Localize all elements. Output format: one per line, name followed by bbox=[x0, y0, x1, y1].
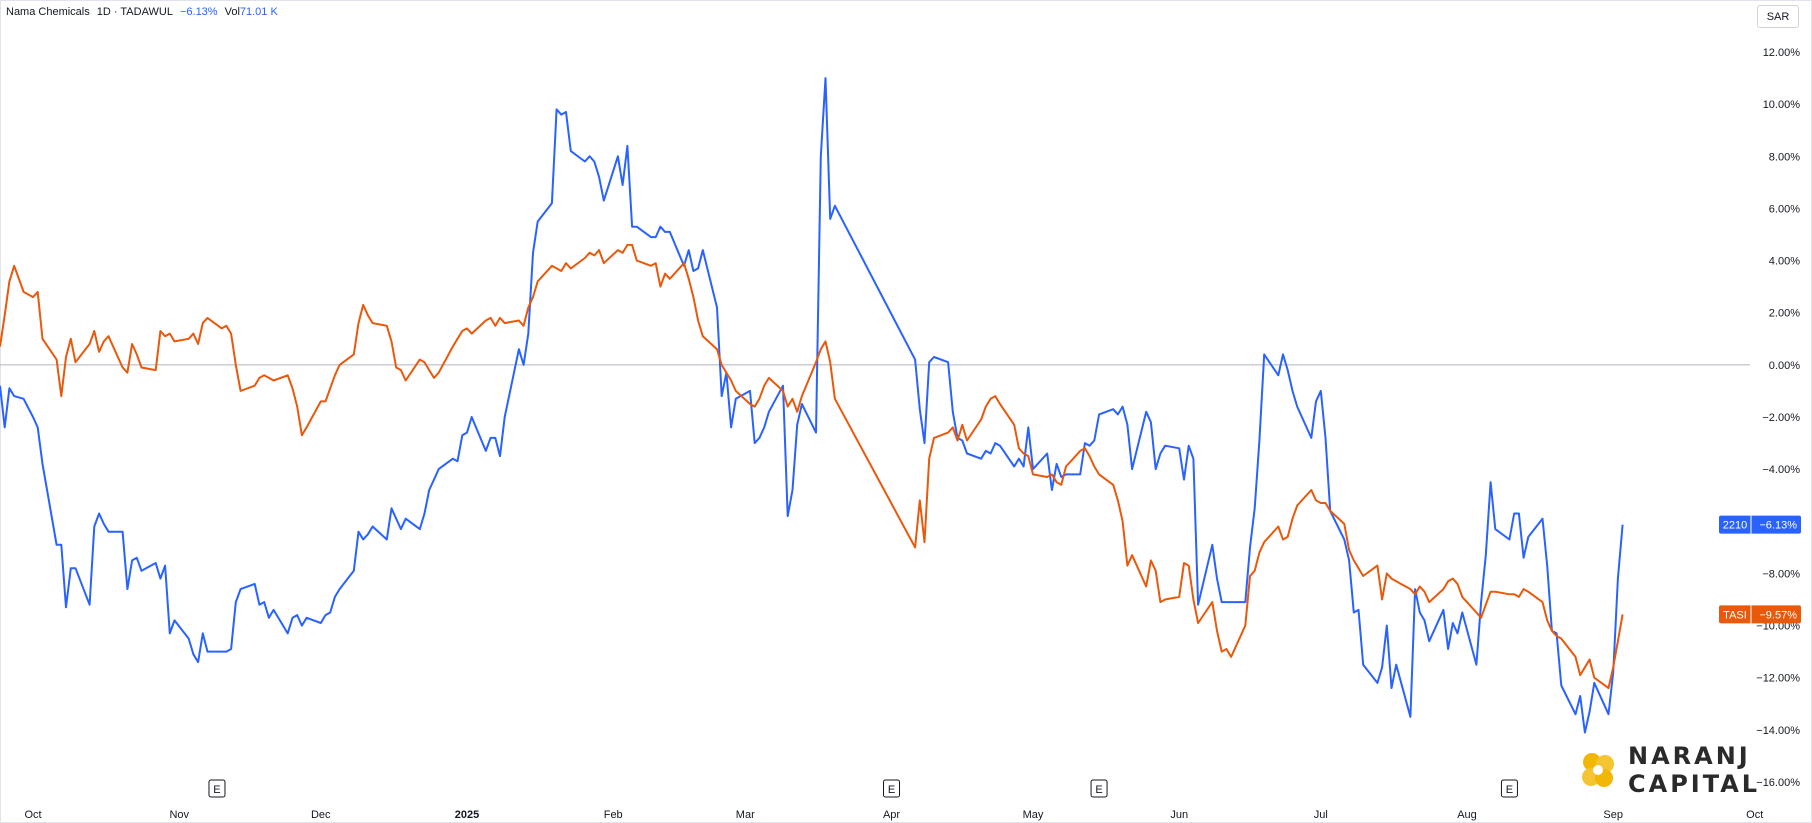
legend-bar: Nama Chemicals 1D · TADAWUL −6.13% Vol71… bbox=[6, 6, 278, 18]
y-tick-label: 6.00% bbox=[1769, 203, 1800, 215]
badge-series-value: −6.13% bbox=[1759, 520, 1797, 532]
earnings-marker-letter: E bbox=[1506, 784, 1513, 796]
y-axis[interactable]: 12.00% 10.00% 8.00% 6.00% 4.00% 2.00% 0.00% −2.… bbox=[1756, 47, 1800, 789]
badge-series-name: TASI bbox=[1723, 609, 1747, 621]
x-tick-label: Sep bbox=[1603, 809, 1623, 821]
series-line-2210 bbox=[0, 77, 1624, 734]
earnings-marker-icon[interactable]: E bbox=[883, 779, 901, 798]
last-value-badge-tasi: TASI −9.57% bbox=[1719, 605, 1801, 624]
separator-dot-icon: · bbox=[113, 6, 118, 18]
x-tick-label: Oct bbox=[1746, 809, 1763, 821]
y-tick-label: 0.00% bbox=[1769, 360, 1800, 372]
badge-background bbox=[1719, 605, 1801, 624]
y-tick-label: 10.00% bbox=[1763, 99, 1801, 111]
x-tick-label: Mar bbox=[736, 809, 755, 821]
x-tick-label: Nov bbox=[169, 809, 189, 821]
logo-line-1: NARANJ bbox=[1628, 742, 1751, 770]
x-tick-label: Feb bbox=[604, 809, 623, 821]
y-tick-label: −2.00% bbox=[1762, 412, 1800, 424]
x-axis[interactable]: Oct Nov Dec 2025 Feb Mar Apr May Jun Jul Aug Sep Oct bbox=[24, 809, 1763, 821]
x-tick-label: 2025 bbox=[455, 809, 479, 821]
currency-button[interactable]: SAR bbox=[1757, 5, 1799, 28]
x-tick-label: Jul bbox=[1314, 809, 1328, 821]
x-tick-label: Jun bbox=[1170, 809, 1188, 821]
earnings-marker-letter: E bbox=[888, 784, 895, 796]
earnings-marker-letter: E bbox=[1095, 784, 1102, 796]
y-tick-label: 4.00% bbox=[1769, 256, 1800, 268]
last-value-badge-2210: 2210 −6.13% bbox=[1719, 515, 1801, 534]
earnings-marker-icon[interactable]: E bbox=[208, 779, 226, 798]
x-tick-label: Oct bbox=[24, 809, 41, 821]
logo-line-2: CAPITAL bbox=[1628, 770, 1761, 798]
earnings-marker-box bbox=[1500, 779, 1518, 798]
y-tick-label: −16.00% bbox=[1756, 777, 1800, 789]
badge-background bbox=[1719, 515, 1801, 534]
earnings-marker-box bbox=[883, 779, 901, 798]
logo-mark-icon bbox=[1582, 753, 1614, 787]
x-tick-label: Apr bbox=[883, 809, 900, 821]
x-tick-label: Dec bbox=[311, 809, 331, 821]
earnings-marker-icon[interactable]: E bbox=[1090, 779, 1108, 798]
x-tick-label: May bbox=[1023, 809, 1044, 821]
series-line-tasi bbox=[0, 243, 1624, 690]
volume-label: Vol bbox=[224, 6, 240, 18]
y-tick-label: −12.00% bbox=[1756, 673, 1800, 685]
last-value-labels: 2210 −6.13% TASI −9.57% bbox=[1719, 515, 1801, 624]
badge-series-name: 2210 bbox=[1723, 520, 1747, 532]
y-tick-label: −10.00% bbox=[1756, 621, 1800, 633]
x-tick-label: Aug bbox=[1457, 809, 1477, 821]
y-tick-label: −4.00% bbox=[1762, 464, 1800, 476]
y-tick-label: 8.00% bbox=[1769, 151, 1800, 163]
change-value: −6.13% bbox=[179, 6, 218, 18]
naranj-capital-logo: NARANJ CAPITAL bbox=[1578, 742, 1760, 798]
earnings-marker-letter: E bbox=[213, 784, 220, 796]
earnings-marker-box bbox=[208, 779, 226, 798]
y-tick-label: 2.00% bbox=[1769, 308, 1800, 320]
interval-label[interactable]: 1D bbox=[96, 6, 111, 18]
y-tick-label: −8.00% bbox=[1762, 568, 1800, 580]
y-tick-label: 12.00% bbox=[1763, 47, 1801, 59]
symbol-name[interactable]: Nama Chemicals bbox=[6, 6, 90, 18]
earnings-marker-box bbox=[1090, 779, 1108, 798]
earnings-marker-icon[interactable]: E bbox=[1500, 779, 1518, 798]
volume-value: 71.01 K bbox=[239, 6, 278, 18]
y-tick-label: −14.00% bbox=[1756, 725, 1800, 737]
exchange-label: TADAWUL bbox=[120, 6, 173, 18]
badge-series-value: −9.57% bbox=[1759, 609, 1797, 621]
